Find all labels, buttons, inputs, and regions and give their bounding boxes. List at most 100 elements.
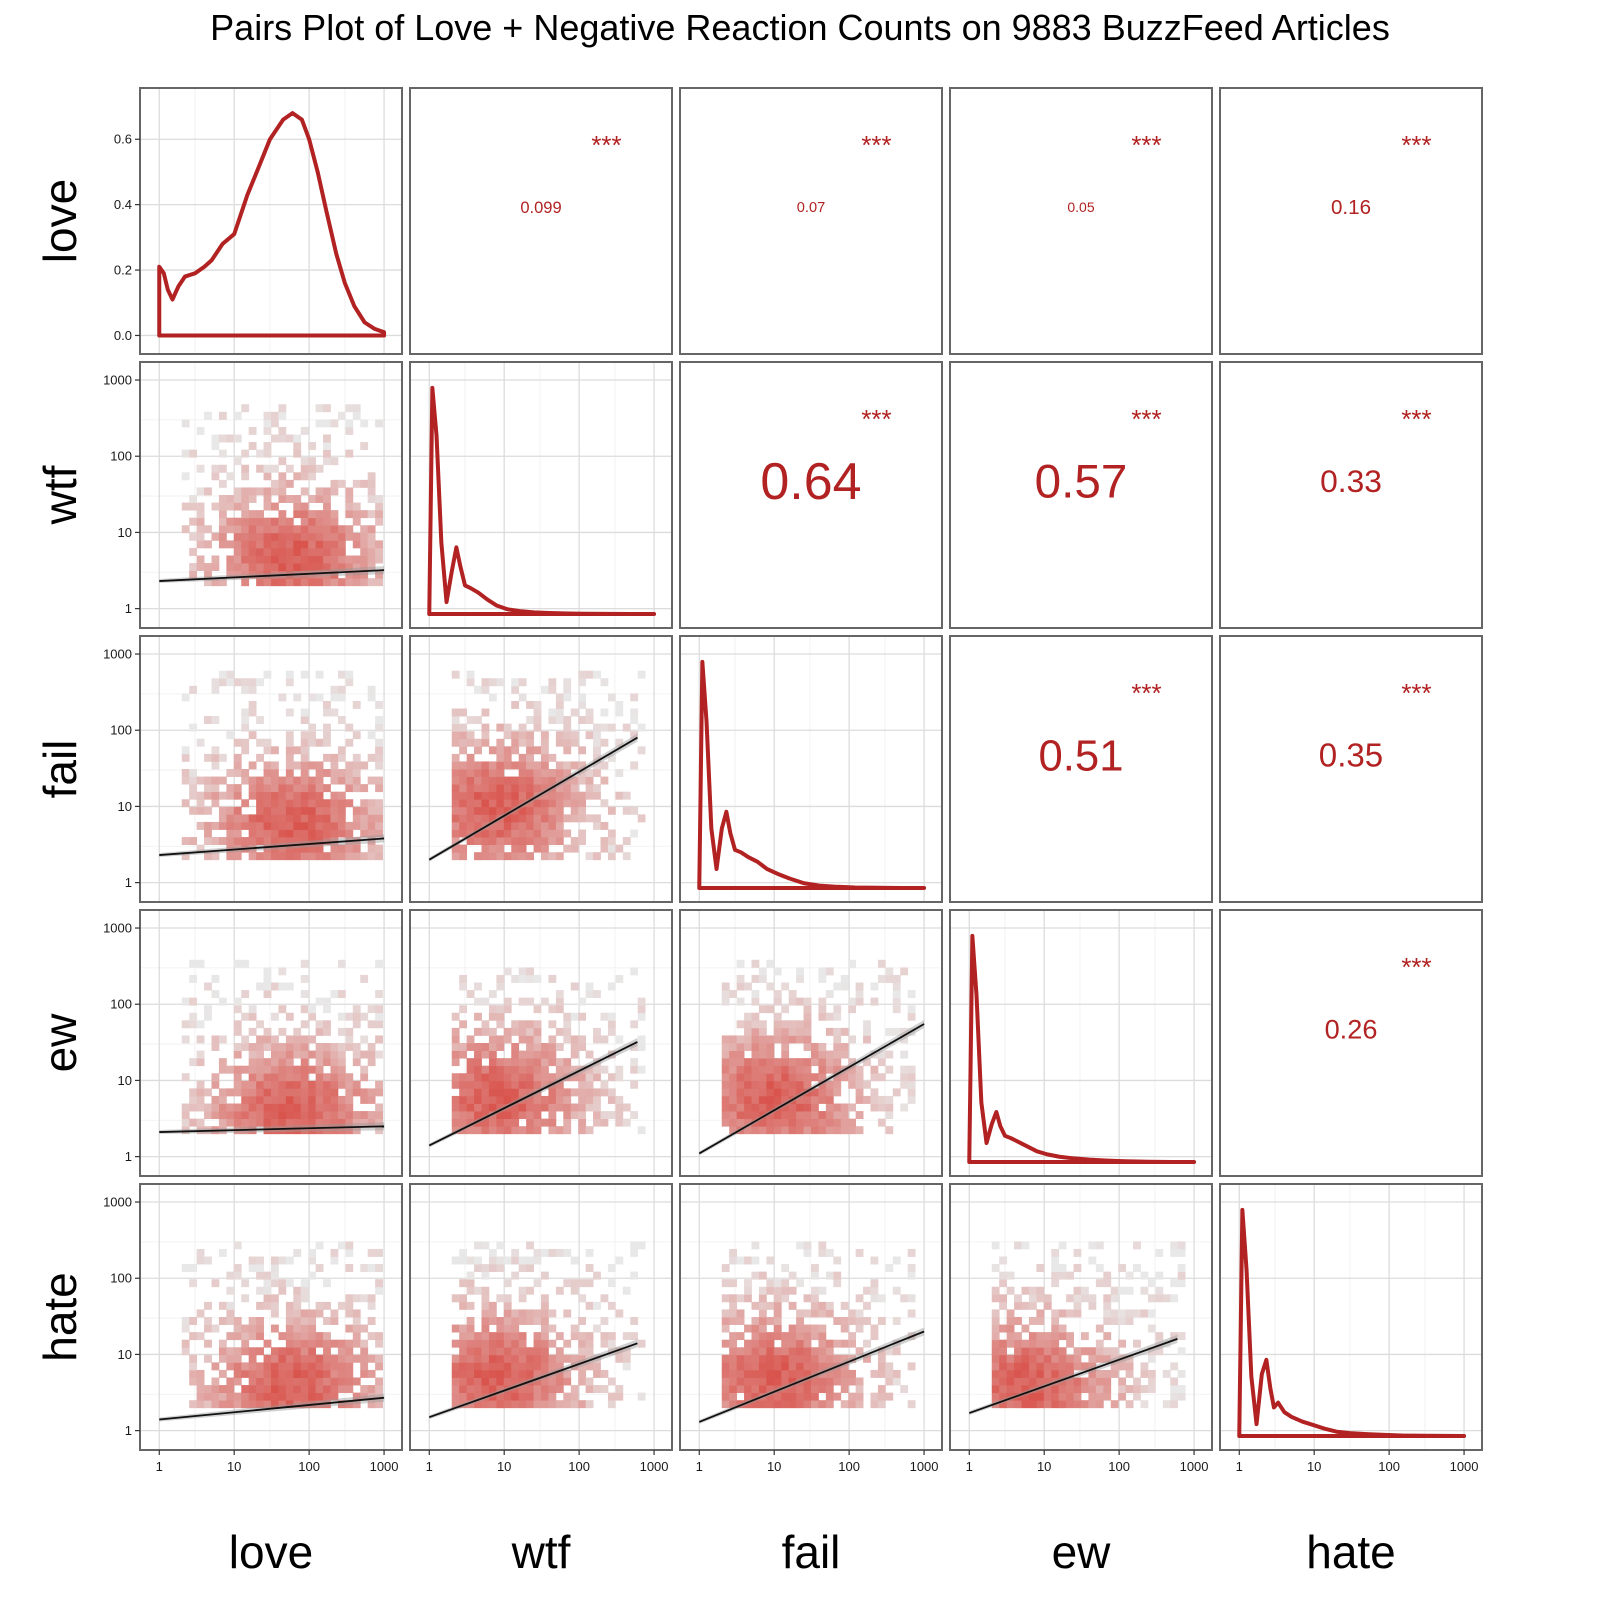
scatter-bin [278, 1058, 287, 1067]
scatter-bin [1155, 1286, 1164, 1295]
scatter-bin [751, 1065, 760, 1074]
scatter-bin [1043, 1347, 1052, 1356]
scatter-bin [578, 1369, 587, 1378]
scatter-bin [511, 1385, 520, 1394]
scatter-bin [488, 814, 497, 823]
scatter-bin [1066, 1369, 1074, 1378]
scatter-bin [729, 1111, 738, 1120]
scatter-bin [1125, 1317, 1134, 1325]
scatter-bin [367, 555, 376, 564]
scatter-bin [585, 1264, 594, 1273]
scatter-bin [892, 1088, 901, 1097]
scatter-bin [870, 1050, 879, 1059]
scatter-bin [607, 723, 616, 732]
scatter-bin [323, 419, 331, 428]
scatter-bin [541, 1103, 549, 1112]
scatter-bin [1110, 1354, 1119, 1363]
scatter-bin [315, 1095, 324, 1104]
scatter-bin [211, 784, 220, 793]
scatter-bin [451, 1354, 460, 1363]
scatter-bin [367, 1385, 376, 1394]
scatter-bin [1110, 1294, 1119, 1303]
scatter-bin [337, 1103, 346, 1112]
scatter-bin [593, 1324, 601, 1333]
scatter-bin [848, 1058, 857, 1067]
scatter-bin [300, 1392, 309, 1401]
scatter-bin [855, 1088, 864, 1097]
scatter-bin [541, 1339, 549, 1348]
scatter-bin [337, 1339, 346, 1348]
scatter-bin [300, 1080, 309, 1089]
regression-line [159, 569, 385, 582]
scatter-bin [533, 1256, 542, 1265]
scatter-bin [451, 791, 460, 800]
scatter-bin [226, 1301, 235, 1310]
scatter-bin [736, 1369, 745, 1378]
scatter-bin [293, 1073, 302, 1082]
scatter-bin [293, 1354, 302, 1363]
scatter-bin [885, 1103, 894, 1112]
panel-frame [409, 909, 673, 1177]
scatter-bin [870, 1088, 879, 1097]
scatter-bin [570, 761, 579, 770]
scatter-bin [751, 1354, 760, 1363]
scatter-bin [1095, 1324, 1104, 1333]
scatter-bin [211, 990, 220, 999]
scatter-bin [848, 1103, 857, 1112]
panel-hate-fail [679, 1183, 943, 1451]
scatter-bin [337, 1118, 346, 1127]
scatter-bin [285, 1279, 294, 1288]
scatter-bin [300, 547, 309, 556]
scatter-bin [593, 1035, 601, 1044]
scatter-bin [548, 806, 557, 815]
scatter-bin [204, 1012, 212, 1021]
panel-wtf-ew: 0.57*** [949, 361, 1213, 629]
scatter-bin [451, 1324, 460, 1333]
scatter-bin [337, 1080, 346, 1089]
scatter-bin [330, 693, 339, 702]
y-tick-label: 1 [125, 1423, 132, 1438]
scatter-bin [315, 844, 324, 853]
scatter-bin [278, 1027, 287, 1036]
scatter-bin [496, 1088, 505, 1097]
scatter-bin [803, 1377, 812, 1386]
scatter-bin [721, 1065, 730, 1074]
scatter-bin [241, 1294, 250, 1303]
scatter-bin [300, 753, 309, 762]
scatter-bin [263, 1301, 272, 1310]
scatter-bin [744, 1111, 752, 1120]
scatter-bin [570, 837, 579, 846]
scatter-bin [345, 723, 354, 732]
scatter-bin [825, 1248, 834, 1257]
scatter-bin [278, 1256, 287, 1265]
scatter-bin [308, 1271, 317, 1280]
scatter-bin [518, 1103, 527, 1112]
scatter-bin [278, 411, 287, 420]
scatter-bin [1095, 1264, 1104, 1273]
scatter-bin [218, 434, 227, 443]
scatter-bin [189, 837, 198, 846]
scatter-bin [766, 1043, 775, 1051]
scatter-bin [766, 1088, 775, 1097]
scatter-bin [511, 1027, 520, 1036]
scatter-bin [796, 1392, 804, 1401]
x-tick-label: 1 [1236, 1459, 1243, 1474]
scatter-bin [451, 1400, 460, 1409]
scatter-bin [263, 967, 272, 976]
scatter-bin [189, 791, 198, 800]
scatter-bin [818, 1111, 827, 1120]
scatter-bin [1021, 1354, 1030, 1363]
scatter-bin [293, 1392, 302, 1401]
scatter-bin [459, 708, 468, 717]
scatter-bin [226, 814, 235, 823]
scatter-bin [578, 746, 587, 755]
scatter-bin [578, 1095, 587, 1104]
scatter-bin [1043, 1369, 1052, 1378]
scatter-bin [367, 1317, 376, 1325]
scatter-bin [233, 761, 242, 770]
scatter-bin [451, 1095, 460, 1104]
scatter-bin [555, 1073, 564, 1082]
scatter-bin [758, 1073, 767, 1082]
scatter-bin [1110, 1369, 1119, 1378]
scatter-bin [1147, 1347, 1156, 1356]
